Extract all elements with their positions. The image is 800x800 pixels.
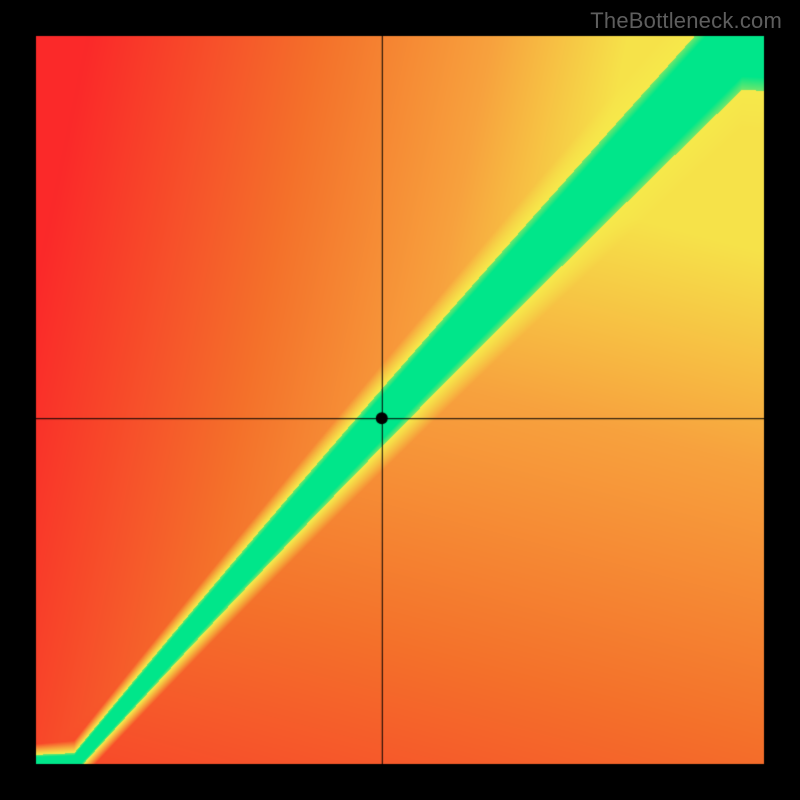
bottleneck-heatmap (0, 0, 800, 800)
chart-stage: TheBottleneck.com (0, 0, 800, 800)
watermark-text: TheBottleneck.com (590, 8, 782, 34)
